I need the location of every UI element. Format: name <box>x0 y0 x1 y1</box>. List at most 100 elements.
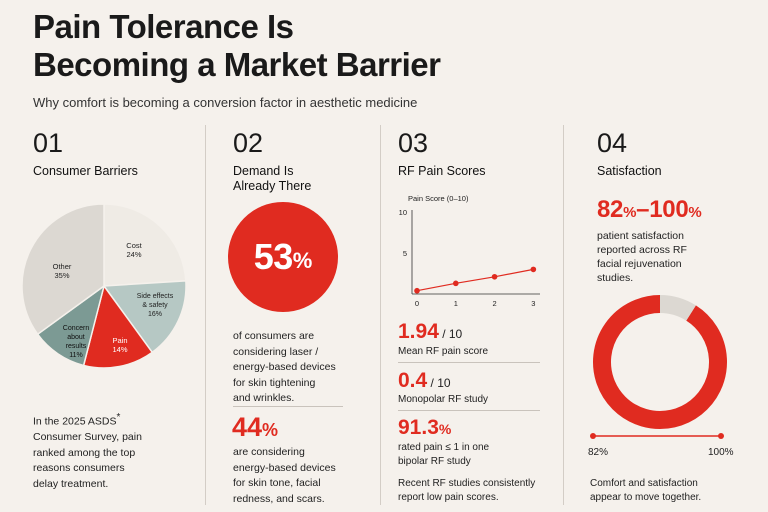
survey-line-3: ranked among the top <box>33 446 136 459</box>
x-tick-label: 3 <box>531 299 535 308</box>
range-low-value: 82 <box>597 196 624 223</box>
rf-pain-line-chart: Pain Score (0–10) 5 10 0 1 2 3 <box>399 194 540 308</box>
range-dash: – <box>636 196 650 223</box>
pie-label-concern-1: Concern <box>63 325 90 332</box>
stat-44-desc-line-1: are considering <box>233 446 305 458</box>
section-heading-consumer-barriers: Consumer Barriers <box>33 164 138 178</box>
pie-label-other: Other <box>53 262 72 271</box>
pie-slice-cost <box>103 203 187 287</box>
stat-53-desc-line-5: and wrinkles. <box>233 392 295 404</box>
survey-footnote-star: * <box>116 412 121 423</box>
stat-91-3-unit: % <box>438 421 452 437</box>
stat-91-3-value: 91.3 <box>398 416 439 439</box>
pie-value-cost: 24% <box>126 250 141 259</box>
satisfaction-desc-line-3: facial rejuvenation <box>597 258 682 270</box>
col3-separator-2 <box>398 410 540 411</box>
satisfaction-desc-line-4: studies. <box>597 272 634 284</box>
stat-0-4-desc: Monopolar RF study <box>398 394 489 405</box>
survey-line-1: In the 2025 ASDS <box>33 415 117 428</box>
stat-53-desc-line-4: for skin tightening <box>233 376 316 389</box>
survey-note: In the 2025 ASDS* Consumer Survey, pain … <box>33 410 198 492</box>
range-high-unit: % <box>688 204 702 221</box>
donut-segment-remaining <box>659 295 696 321</box>
pie-label-cost: Cost <box>126 241 142 250</box>
pie-value-side-effects: 16% <box>148 311 162 318</box>
stat-44-desc-line-2: energy-based devices <box>233 461 336 474</box>
col4-footer-line-2: appear to move together. <box>590 491 702 503</box>
pain-score-point <box>452 280 459 287</box>
demand-heading-line-2: Already There <box>233 179 312 193</box>
satisfaction-donut-chart <box>593 295 727 429</box>
stat-91-3-desc-line-2: bipolar RF study <box>398 455 471 467</box>
stat-44: 44% <box>232 412 278 443</box>
title-line-2: Becoming a Market Barrier <box>33 46 441 83</box>
stat-0-4-suffix: / 10 <box>430 376 451 390</box>
pain-score-point <box>491 273 498 280</box>
x-tick-label: 1 <box>454 299 458 308</box>
donut-segment-satisfied <box>593 295 727 429</box>
pie-value-concern: 11% <box>69 352 83 359</box>
pie-label-side-effects-1: Side effects <box>137 293 174 300</box>
section-number-04: 04 <box>597 128 628 158</box>
stat-53-value: 53 <box>253 236 294 277</box>
pain-score-point <box>414 287 420 294</box>
scale-min-dot <box>590 433 596 439</box>
stat-44-desc-line-3: for skin tone, facial <box>233 477 321 489</box>
stat-0-4-value: 0.4 <box>398 369 428 392</box>
consumer-barriers-pie-chart: Other 35% Cost 24% Side effects & safety… <box>21 203 187 369</box>
range-high-value: 100 <box>649 196 689 223</box>
column-divider-2 <box>380 125 381 505</box>
section-heading-demand: Demand Is Already There <box>233 164 311 194</box>
page-subtitle: Why comfort is becoming a conversion fac… <box>33 95 418 110</box>
pain-score-point <box>530 266 537 273</box>
satisfaction-desc-line-1: patient satisfaction <box>597 230 684 242</box>
stat-91-3: 91.3% <box>398 416 451 440</box>
pie-label-concern-2: about <box>67 334 85 341</box>
satisfaction-range: 82%–100% <box>597 196 702 224</box>
pain-score-line <box>416 268 534 292</box>
stat-44-description: are considering energy-based devices for… <box>233 445 373 507</box>
stat-53-description: of consumers are considering laser / ene… <box>233 329 373 407</box>
section-number-03: 03 <box>398 128 429 158</box>
col3-footer-line-2: report low pain scores. <box>398 491 499 503</box>
col3-footer-line-1: Recent RF studies consistently <box>398 478 536 489</box>
pie-label-concern-3: results <box>66 343 87 350</box>
stat-53-circle: 53% <box>228 202 338 312</box>
col4-footer: Comfort and satisfaction appear to move … <box>590 477 701 504</box>
stat-1-94-suffix: / 10 <box>442 327 463 341</box>
survey-line-2: Consumer Survey, pain <box>33 431 142 443</box>
stat-0-4: 0.4 / 10 <box>398 369 451 393</box>
col3-footer: Recent RF studies consistently report lo… <box>398 477 535 504</box>
pie-slice-pain <box>82 284 154 369</box>
scale-max-dot <box>718 433 724 439</box>
survey-line-4: reasons consumers <box>33 462 125 474</box>
section-heading-satisfaction: Satisfaction <box>597 164 662 178</box>
title-line-1: Pain Tolerance Is <box>33 8 294 45</box>
col4-footer-line-1: Comfort and satisfaction <box>590 478 698 489</box>
stat-91-3-desc-line-1: rated pain ≤ 1 in one <box>398 442 490 453</box>
survey-line-5: delay treatment. <box>33 477 109 490</box>
column-divider-3 <box>563 125 564 505</box>
satisfaction-desc-line-2: reported across RF <box>597 244 687 256</box>
range-low-unit: % <box>623 204 637 221</box>
x-tick-label: 2 <box>492 299 496 308</box>
stat-44-value: 44 <box>232 412 263 442</box>
satisfaction-scale-line <box>590 433 724 439</box>
pie-label-pain: Pain <box>112 336 127 345</box>
pie-slice-side-effects-safety <box>102 280 187 354</box>
stat-53-desc-line-2: considering laser / <box>233 345 319 358</box>
section-number-01: 01 <box>33 128 64 158</box>
column-divider-1 <box>205 125 206 505</box>
page-title: Pain Tolerance Is Becoming a Market Barr… <box>33 8 553 84</box>
pie-value-pain: 14% <box>112 345 127 354</box>
y-tick-label: 10 <box>399 208 407 217</box>
pie-value-other: 35% <box>54 271 69 280</box>
col3-separator-1 <box>398 362 540 363</box>
pie-slice-other <box>21 203 105 336</box>
stat-53-desc-line-3: energy-based devices <box>233 361 336 373</box>
x-tick-label: 0 <box>415 299 419 308</box>
stat-1-94-value: 1.94 <box>398 320 439 343</box>
section-number-02: 02 <box>233 128 264 158</box>
stat-53-unit: % <box>292 248 313 273</box>
stat-44-desc-line-4: redness, and scars. <box>233 492 325 505</box>
